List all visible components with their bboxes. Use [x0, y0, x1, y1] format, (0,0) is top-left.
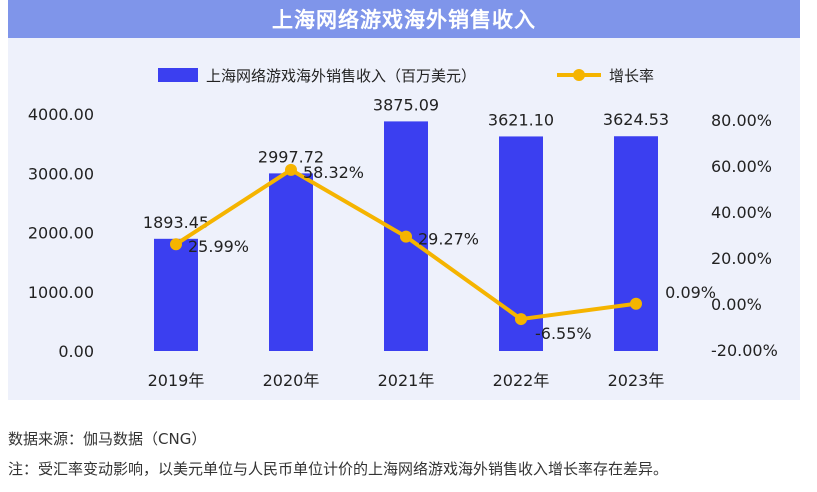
legend-bar-label: 上海网络游戏海外销售收入（百万美元）	[206, 67, 476, 85]
source-note: 数据来源：伽马数据（CNG）	[8, 430, 207, 448]
growth-point-4	[630, 297, 642, 310]
chart-panel: 0.00 1000.00 2000.00 3000.00 4000.00 -20.00% 0…	[8, 38, 800, 400]
growth-value-label: 0.09%	[665, 283, 716, 302]
legend-line-label: 增长率	[609, 67, 654, 85]
y-right-tick-label: 20.00%	[711, 249, 772, 268]
footnote: 注：受汇率变动影响，以美元单位与人民币单位计价的上海网络游戏海外销售收入增长率存…	[8, 460, 669, 478]
legend-line-marker	[573, 69, 585, 81]
growth-value-label: 58.32%	[303, 163, 364, 182]
y-right-tick-label: -20.00%	[711, 341, 778, 360]
bar-value-label: 3621.10	[488, 110, 554, 129]
x-tick-label: 2023年	[608, 371, 665, 390]
x-tick-label: 2022年	[493, 371, 550, 390]
y-right-tick-label: 40.00%	[711, 203, 772, 222]
growth-point-1	[285, 163, 297, 176]
growth-value-label: 29.27%	[418, 230, 479, 249]
growth-point-0	[170, 238, 182, 251]
growth-value-label: 25.99%	[188, 237, 249, 256]
chart: 0.00 1000.00 2000.00 3000.00 4000.00 -20.00% 0…	[28, 67, 778, 390]
y-right-tick-label: 0.00%	[711, 295, 762, 314]
bar-value-label: 2997.72	[258, 147, 324, 166]
y-left-tick-label: 0.00	[58, 342, 94, 361]
y-right-tick-label: 60.00%	[711, 157, 772, 176]
growth-point-3	[515, 313, 527, 326]
bar-value-label: 1893.45	[143, 213, 209, 232]
legend-bar-swatch	[158, 68, 198, 82]
y-left-tick-label: 2000.00	[28, 224, 94, 243]
y-left-tick-label: 3000.00	[28, 164, 94, 183]
bar-value-label: 3875.09	[373, 95, 439, 114]
bar-1	[269, 173, 313, 351]
growth-point-2	[400, 230, 412, 243]
y-right-tick-label: 80.00%	[711, 111, 772, 130]
x-tick-label: 2019年	[148, 371, 205, 390]
x-tick-label: 2020年	[263, 371, 320, 390]
y-left-tick-label: 1000.00	[28, 283, 94, 302]
bar-0	[154, 238, 198, 351]
y-left-tick-label: 4000.00	[28, 105, 94, 124]
growth-value-label: -6.55%	[535, 324, 592, 343]
x-tick-label: 2021年	[378, 371, 435, 390]
chart-title: 上海网络游戏海外销售收入	[8, 0, 800, 38]
bar-4	[614, 136, 658, 351]
bar-value-label: 3624.53	[603, 110, 669, 129]
